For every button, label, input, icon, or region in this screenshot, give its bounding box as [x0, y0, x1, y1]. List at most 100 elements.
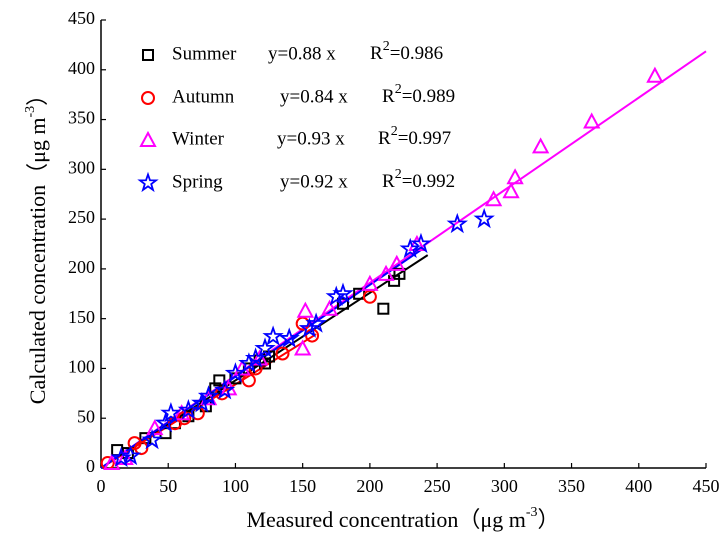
- data-point: [254, 337, 276, 358]
- r2-sup: 2: [391, 124, 398, 139]
- data-point: [502, 182, 520, 199]
- x-tick-label: 150: [289, 476, 316, 496]
- data-point: [238, 352, 260, 373]
- legend-r2: R2=0.992: [382, 167, 455, 192]
- data-point: [361, 274, 379, 291]
- x-label-part: Measured concentration（: [246, 507, 480, 532]
- r2-part: =0.986: [390, 43, 443, 64]
- legend-equation: y=0.92 x: [280, 171, 348, 192]
- y-tick-label: 350: [68, 108, 95, 128]
- legend-label: Summer: [172, 43, 237, 64]
- y-tick-label: 50: [77, 406, 95, 426]
- x-label-sup: -3: [526, 505, 538, 520]
- r2-part: =0.989: [402, 86, 455, 107]
- r2-sup: 2: [383, 39, 390, 54]
- y-tick-label: 250: [68, 207, 95, 227]
- data-point: [213, 379, 236, 400]
- y-tick-label: 0: [86, 456, 95, 476]
- data-point: [146, 419, 164, 436]
- data-point: [583, 112, 601, 129]
- r2-part: R: [378, 128, 391, 149]
- data-point: [296, 301, 315, 318]
- data-point: [320, 299, 339, 316]
- data-point: [506, 168, 524, 185]
- data-point: [275, 346, 290, 361]
- data-point: [134, 441, 149, 456]
- data-point: [293, 339, 312, 356]
- data-point: [197, 385, 220, 406]
- x-tick-label: 100: [222, 476, 249, 496]
- legend-equation: y=0.88 x: [268, 43, 336, 64]
- x-label-part: ）: [538, 507, 560, 532]
- data-point: [103, 453, 121, 471]
- data-point: [224, 362, 247, 383]
- data-point: [393, 267, 406, 280]
- data-point: [177, 399, 200, 420]
- r2-part: R: [382, 171, 395, 192]
- r2-sup: 2: [395, 167, 402, 182]
- data-point: [332, 282, 354, 303]
- legend-r2: R2=0.997: [378, 124, 451, 149]
- legend-marker: [139, 130, 157, 147]
- legend-r2: R2=0.989: [382, 82, 455, 107]
- x-tick-label: 400: [625, 476, 652, 496]
- data-point: [154, 411, 177, 433]
- x-tick-label: 350: [558, 476, 585, 496]
- x-tick-label: 250: [424, 476, 451, 496]
- x-tick-label: 300: [491, 476, 518, 496]
- data-point: [244, 347, 267, 368]
- r2-part: R: [370, 43, 383, 64]
- y-tick-label: 400: [68, 58, 95, 78]
- y-label-part: ）: [25, 84, 50, 106]
- data-point: [484, 190, 503, 207]
- legend-marker: [142, 49, 154, 61]
- data-point: [446, 212, 468, 234]
- legend-label: Autumn: [172, 86, 235, 107]
- legend-r2: R2=0.986: [370, 39, 443, 64]
- data-point: [278, 327, 300, 348]
- legend-label: Winter: [172, 128, 225, 149]
- data-point: [233, 359, 251, 376]
- data-point: [410, 232, 432, 254]
- data-point: [305, 312, 327, 333]
- data-point: [298, 317, 321, 338]
- r2-part: R: [382, 86, 395, 107]
- data-point: [399, 237, 421, 259]
- x-label-part: μg m: [480, 507, 525, 532]
- x-tick-label: 0: [97, 476, 106, 496]
- data-point: [119, 444, 142, 466]
- y-tick-label: 150: [68, 307, 95, 327]
- x-tick-label: 50: [159, 476, 177, 496]
- y-label-part: μg m: [25, 117, 50, 162]
- legend-marker: [137, 171, 159, 193]
- data-point: [646, 66, 664, 83]
- legend-label: Spring: [172, 171, 223, 192]
- y-axis-label: Calculated concentration（μg m-3）: [23, 84, 50, 404]
- data-point: [325, 285, 347, 306]
- y-label-sup: -3: [23, 106, 38, 118]
- data-point: [262, 325, 284, 346]
- data-point: [531, 137, 550, 154]
- legend-equation: y=0.93 x: [277, 128, 345, 149]
- legend-marker: [141, 91, 155, 105]
- x-axis-label: Measured concentration（μg m-3）: [246, 505, 559, 532]
- data-point: [388, 254, 406, 271]
- y-tick-label: 100: [68, 357, 95, 377]
- y-tick-label: 300: [68, 157, 95, 177]
- y-tick-label: 200: [68, 257, 95, 277]
- y-label-part: Calculated concentration（: [25, 163, 50, 404]
- x-tick-label: 450: [693, 476, 720, 496]
- data-point: [377, 264, 395, 281]
- r2-sup: 2: [395, 82, 402, 97]
- data-point: [337, 297, 349, 310]
- r2-part: =0.997: [398, 128, 451, 149]
- y-tick-label: 450: [68, 8, 95, 28]
- data-point: [473, 207, 495, 229]
- data-point: [141, 428, 163, 450]
- x-tick-label: 200: [356, 476, 383, 496]
- data-point: [377, 302, 390, 315]
- legend-equation: y=0.84 x: [280, 86, 348, 107]
- data-point: [110, 446, 132, 468]
- r2-part: =0.992: [402, 171, 455, 192]
